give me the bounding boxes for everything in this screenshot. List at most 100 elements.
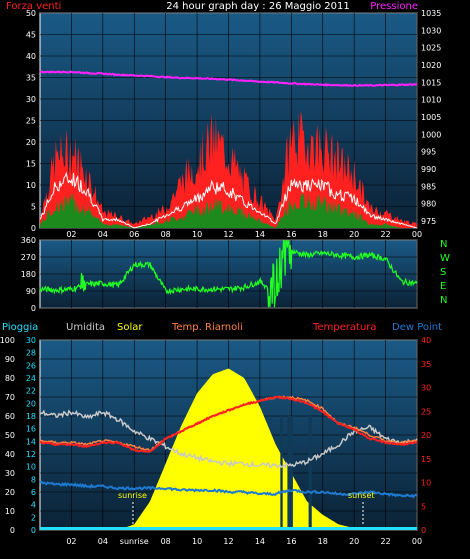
dew-point-series — [39, 480, 418, 499]
solar-series — [40, 368, 417, 530]
pressure-tick-label: 1005 — [421, 113, 441, 122]
time-tick-label: 16 — [286, 537, 296, 546]
pressure-axis-title: Pressione — [370, 1, 418, 12]
wind-low-series — [40, 192, 417, 228]
wind-tick-label: 30 — [26, 95, 36, 104]
rain-tick-label: 30 — [26, 336, 36, 345]
compass-label: W — [440, 253, 450, 264]
temperature-tick-label: 35 — [421, 360, 431, 369]
pressure-tick-label: 990 — [421, 165, 436, 174]
pressure-series — [39, 70, 418, 88]
rain-tick-label: 10 — [26, 463, 36, 472]
compass-label: N — [440, 295, 447, 306]
time-tick-label: 12 — [223, 230, 233, 239]
wind-tick-label: 5 — [31, 203, 36, 212]
pressure-tick-label: 975 — [421, 217, 436, 226]
wind-gust-series — [40, 111, 417, 228]
humidity-tick-label: 70 — [5, 393, 15, 402]
time-tick-label: 16 — [286, 230, 296, 239]
pressure-tick-label: 1015 — [421, 78, 441, 87]
humidity-tick-label: 20 — [5, 488, 15, 497]
rain-tick-label: 28 — [26, 349, 36, 358]
wind-tick-label: 10 — [26, 181, 36, 190]
pressure-tick-label: 985 — [421, 182, 436, 191]
direction-tick-label: 270 — [21, 253, 36, 262]
time-tick-label: 18 — [318, 537, 328, 546]
rain-tick-label: 2 — [31, 513, 36, 522]
rain-tick-label: 18 — [26, 412, 36, 421]
temperature-tick-label: 25 — [421, 407, 431, 416]
rain-tick-label: 26 — [26, 361, 36, 370]
time-tick-label: 04 — [98, 537, 108, 546]
humidity-tick-label: 100 — [0, 336, 15, 345]
rain-tick-label: 24 — [26, 374, 36, 383]
humidity-tick-label: 30 — [5, 469, 15, 478]
wind-avg-series — [39, 171, 418, 229]
wind-tick-label: 45 — [26, 31, 36, 40]
humidity-tick-label: 80 — [5, 374, 15, 383]
wind-tick-label: 40 — [26, 52, 36, 61]
wind-tick-label: 20 — [26, 138, 36, 147]
time-tick-label: 14 — [255, 537, 265, 546]
time-tick-label: 06 — [129, 230, 139, 239]
temperature-tick-label: 15 — [421, 455, 431, 464]
humidity-tick-label: 40 — [5, 450, 15, 459]
wind-tick-label: 50 — [26, 9, 36, 18]
sunset-marker-label: sunset — [348, 491, 375, 500]
temperature-series — [39, 395, 418, 453]
wind-tick-label: 25 — [26, 117, 36, 126]
pressure-tick-label: 1030 — [421, 26, 441, 35]
temperature-tick-label: 10 — [421, 479, 431, 488]
legend-humidity: Umidita — [66, 322, 105, 333]
sunrise-marker-label: sunrise — [118, 491, 147, 500]
pressure-tick-label: 980 — [421, 200, 436, 209]
rain-tick-label: 20 — [26, 399, 36, 408]
pressure-tick-label: 1035 — [421, 9, 441, 18]
rain-tick-label: 22 — [26, 387, 36, 396]
direction-tick-label: 360 — [21, 236, 36, 245]
temperature-tick-label: 5 — [421, 502, 426, 511]
wind-tick-label: 15 — [26, 160, 36, 169]
wind-direction-series — [39, 240, 418, 308]
compass-label: S — [440, 267, 446, 278]
temperature-tick-label: 40 — [421, 336, 431, 345]
rain-tick-label: 12 — [26, 450, 36, 459]
wind-axis-title: Forza venti — [6, 1, 61, 12]
temperature-tick-label: 20 — [421, 431, 431, 440]
wind-tick-label: 35 — [26, 74, 36, 83]
wind-tick-label: 0 — [31, 224, 36, 233]
temperature-tick-label: 30 — [421, 384, 431, 393]
rain-tick-label: 6 — [31, 488, 36, 497]
time-tick-label: 20 — [349, 537, 359, 546]
time-tick-label: 02 — [66, 537, 76, 546]
time-tick-label: 12 — [223, 537, 233, 546]
time-tick-label: 10 — [192, 537, 202, 546]
pressure-tick-label: 1010 — [421, 96, 441, 105]
humidity-tick-label: 60 — [5, 412, 15, 421]
pressure-tick-label: 1020 — [421, 61, 441, 70]
rain-series — [40, 527, 417, 530]
compass-label: E — [440, 281, 446, 292]
time-tick-label: 10 — [192, 230, 202, 239]
legend-rain: Pioggia — [2, 322, 38, 333]
time-tick-label: 20 — [349, 230, 359, 239]
direction-tick-label: 90 — [26, 287, 36, 296]
temperature-tick-label: 0 — [421, 526, 426, 535]
humidity-tick-label: 50 — [5, 431, 15, 440]
time-tick-label: 08 — [161, 537, 171, 546]
pressure-tick-label: 1000 — [421, 130, 441, 139]
time-tick-label: 18 — [318, 230, 328, 239]
rain-tick-label: 8 — [31, 475, 36, 484]
pressure-tick-label: 1025 — [421, 44, 441, 53]
legend-solar: Solar — [117, 322, 143, 333]
time-tick-label: 22 — [380, 537, 390, 546]
rain-tick-label: 4 — [31, 501, 36, 510]
direction-tick-label: 0 — [31, 304, 36, 313]
time-tick-label: 00 — [412, 230, 422, 239]
direction-tick-label: 180 — [21, 270, 36, 279]
page-title: 24 hour graph day : 26 Maggio 2011 — [166, 1, 349, 12]
compass-label: N — [440, 239, 447, 250]
humidity-tick-label: 0 — [10, 526, 15, 535]
solar-cloud-dip — [287, 416, 293, 530]
humidity-tick-label: 10 — [5, 507, 15, 516]
